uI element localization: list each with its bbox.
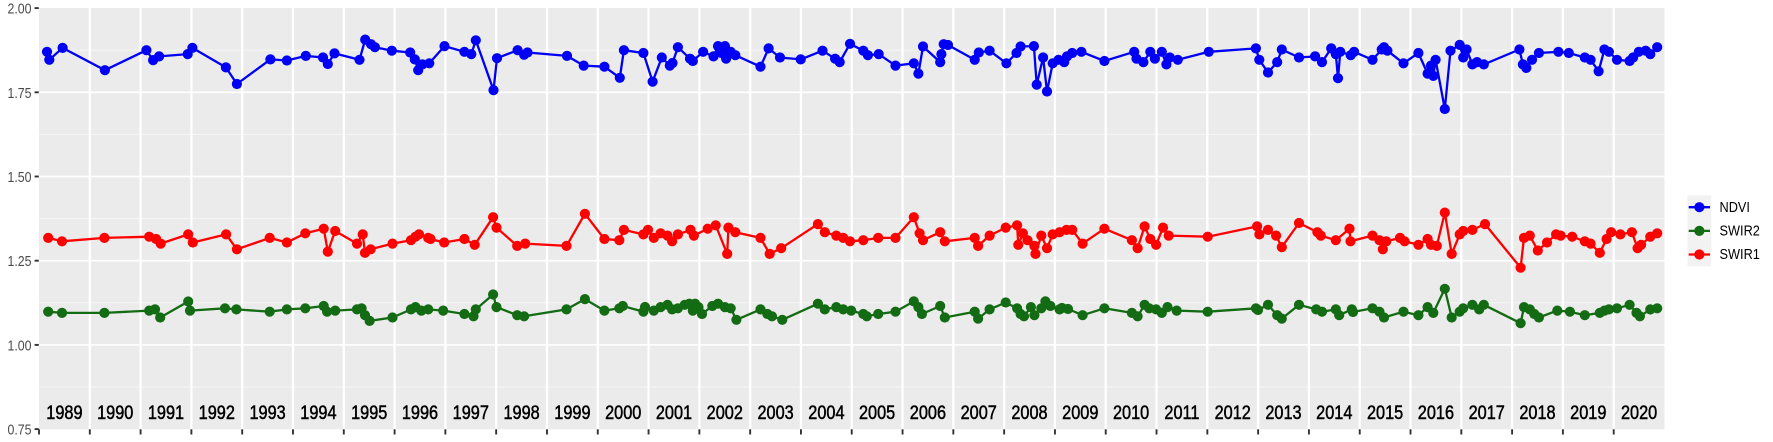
svg-text:1998: 1998: [503, 402, 539, 424]
svg-text:2000: 2000: [605, 402, 641, 424]
svg-text:2008: 2008: [1011, 402, 1047, 424]
svg-text:2018: 2018: [1519, 402, 1555, 424]
svg-text:1999: 1999: [554, 402, 590, 424]
svg-text:1996: 1996: [402, 402, 438, 424]
svg-text:2019: 2019: [1570, 402, 1606, 424]
svg-text:2010: 2010: [1113, 402, 1149, 424]
svg-text:2002: 2002: [707, 402, 743, 424]
svg-text:1.00: 1.00: [7, 337, 31, 353]
svg-text:1.50: 1.50: [7, 169, 31, 185]
svg-text:2001: 2001: [656, 402, 692, 424]
svg-text:2007: 2007: [961, 402, 997, 424]
svg-text:2012: 2012: [1215, 402, 1251, 424]
svg-text:2020: 2020: [1621, 402, 1657, 424]
svg-text:1995: 1995: [351, 402, 387, 424]
svg-text:0.75: 0.75: [7, 422, 31, 438]
svg-text:1997: 1997: [453, 402, 489, 424]
svg-text:2004: 2004: [808, 402, 844, 424]
svg-text:SWIR1: SWIR1: [1720, 246, 1760, 262]
svg-text:2017: 2017: [1469, 402, 1505, 424]
svg-text:1991: 1991: [148, 402, 184, 424]
svg-text:1992: 1992: [199, 402, 235, 424]
svg-text:2009: 2009: [1062, 402, 1098, 424]
svg-text:2006: 2006: [910, 402, 946, 424]
svg-text:1990: 1990: [97, 402, 133, 424]
svg-text:1.25: 1.25: [7, 253, 31, 269]
svg-text:1994: 1994: [300, 402, 336, 424]
svg-text:2011: 2011: [1164, 402, 1199, 424]
svg-text:SWIR2: SWIR2: [1720, 223, 1760, 239]
svg-text:2013: 2013: [1265, 402, 1301, 424]
svg-text:NDVI: NDVI: [1720, 199, 1750, 215]
svg-text:2015: 2015: [1367, 402, 1403, 424]
svg-text:2005: 2005: [859, 402, 895, 424]
svg-text:2014: 2014: [1316, 402, 1352, 424]
svg-text:1.75: 1.75: [7, 85, 31, 101]
svg-text:2016: 2016: [1418, 402, 1454, 424]
svg-text:1989: 1989: [46, 402, 82, 424]
svg-text:1993: 1993: [249, 402, 285, 424]
svg-text:2.00: 2.00: [7, 1, 31, 17]
svg-text:2003: 2003: [757, 402, 793, 424]
